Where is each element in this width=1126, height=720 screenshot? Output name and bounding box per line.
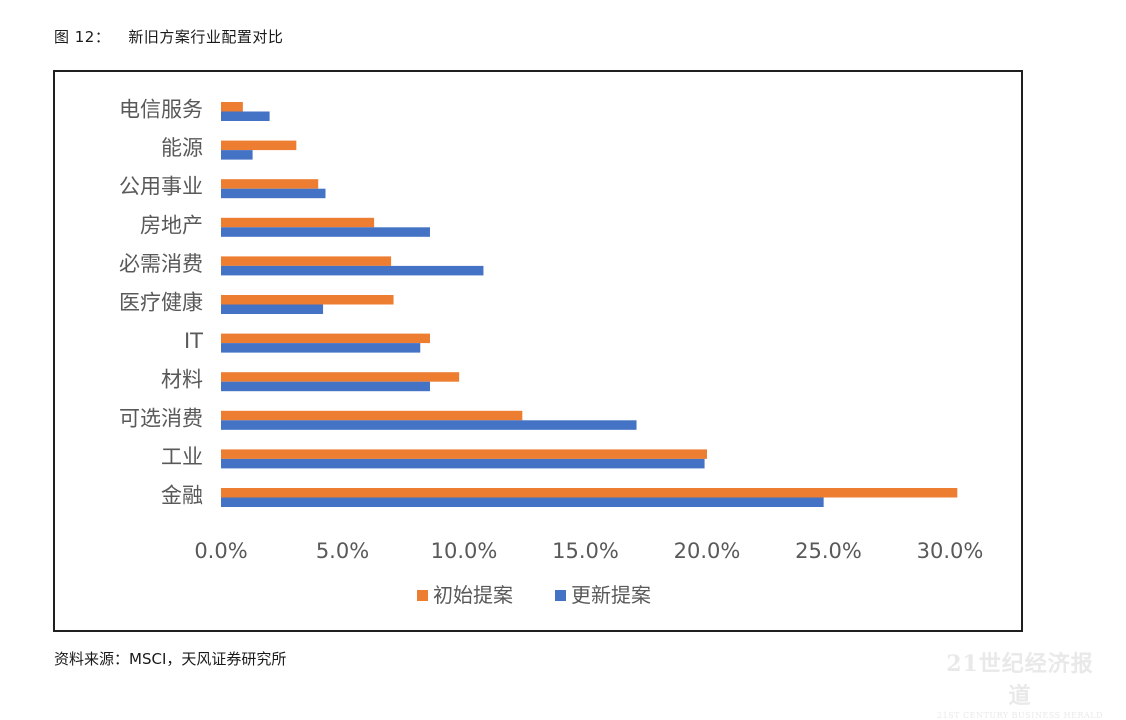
bar-updated bbox=[221, 265, 484, 276]
category-label: 公用事业 bbox=[119, 175, 203, 199]
category-label: 材料 bbox=[161, 368, 203, 392]
category-label: 可选消费 bbox=[119, 406, 203, 430]
bar-updated bbox=[221, 111, 270, 121]
bar-initial bbox=[221, 449, 707, 459]
x-tick-label: 30.0% bbox=[917, 539, 984, 563]
chart-frame: 电信服务能源公用事业房地产必需消费医疗健康 IT 材料可选消费工业金融 0.0% 5.0… bbox=[53, 70, 1023, 632]
legend-swatch bbox=[417, 590, 428, 601]
category-label: 电信服务 bbox=[119, 98, 203, 122]
category-label: IT bbox=[184, 329, 203, 353]
x-tick-label: 15.0% bbox=[552, 539, 619, 563]
bar-updated bbox=[221, 188, 326, 199]
bar-initial bbox=[221, 140, 297, 151]
bar-updated bbox=[221, 497, 824, 507]
bar-initial bbox=[221, 488, 958, 498]
bar-updated bbox=[221, 420, 637, 430]
bar-initial bbox=[221, 256, 392, 266]
legend-label: 更新提案 bbox=[571, 583, 651, 607]
bar-initial bbox=[221, 372, 460, 382]
bar-updated bbox=[221, 458, 705, 469]
bar-initial bbox=[221, 102, 243, 112]
watermark-logo: 21世纪经济报道 21ST CENTURY BUSINESS HERALD bbox=[937, 651, 1103, 720]
bar-updated bbox=[221, 381, 430, 392]
x-tick-label: 10.0% bbox=[431, 539, 498, 563]
source-note: 资料来源：MSCI，天风证券研究所 bbox=[54, 650, 287, 668]
figure-number: 图 12： bbox=[54, 28, 111, 46]
bar-initial bbox=[221, 410, 523, 421]
bar-initial bbox=[221, 217, 375, 228]
bar-updated bbox=[221, 343, 421, 353]
legend-label: 初始提案 bbox=[433, 583, 513, 607]
bar-updated bbox=[221, 227, 430, 237]
x-tick-label: 20.0% bbox=[674, 539, 741, 563]
figure-caption: 图 12： 新旧方案行业配置对比 bbox=[54, 26, 283, 47]
x-tick-label: 25.0% bbox=[795, 539, 862, 563]
category-label: 能源 bbox=[161, 136, 203, 160]
x-tick-label: 0.0% bbox=[194, 539, 247, 563]
x-tick-label: 5.0% bbox=[316, 539, 369, 563]
figure-title: 新旧方案行业配置对比 bbox=[128, 28, 284, 46]
category-label: 工业 bbox=[161, 445, 203, 469]
bar-updated bbox=[221, 150, 253, 160]
bar-initial bbox=[221, 333, 430, 344]
category-label: 房地产 bbox=[140, 213, 203, 237]
category-label: 金融 bbox=[161, 484, 203, 508]
bar-updated bbox=[221, 304, 324, 314]
category-label: 必需消费 bbox=[119, 252, 203, 276]
category-label: 医疗健康 bbox=[119, 291, 203, 315]
legend-swatch bbox=[555, 590, 566, 601]
bar-initial bbox=[221, 179, 319, 189]
bar-initial bbox=[221, 295, 394, 305]
